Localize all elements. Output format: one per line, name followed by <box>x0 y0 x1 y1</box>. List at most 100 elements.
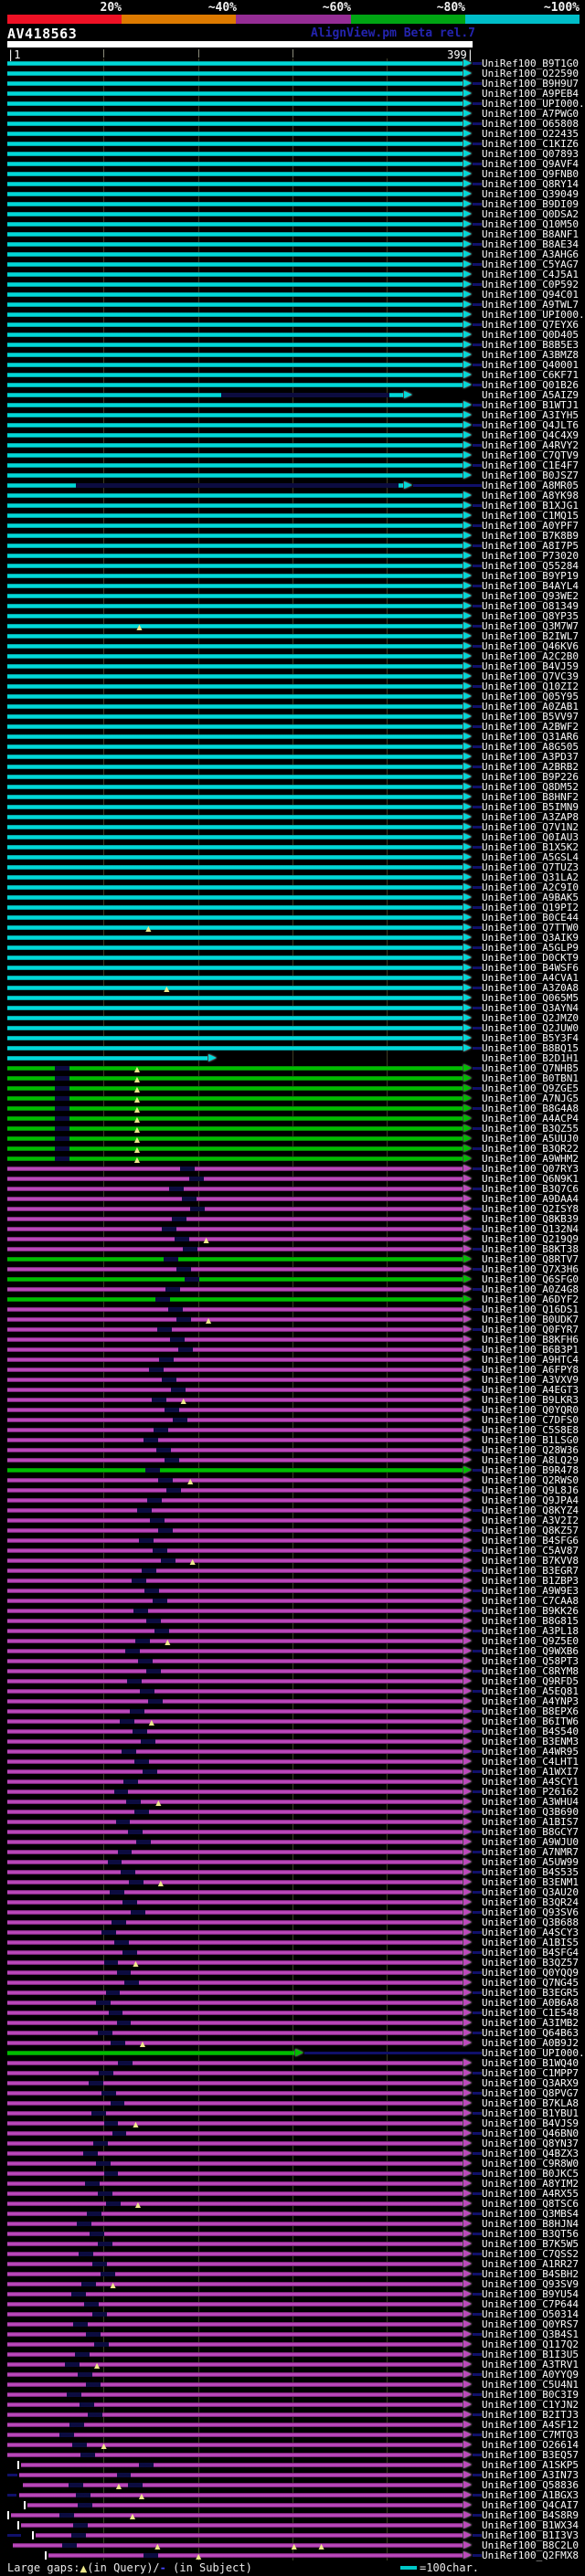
alignment-row[interactable]: UniRef100_Q58PT3 <box>0 1656 585 1666</box>
alignment-row[interactable]: UniRef100_A7NMR7 <box>0 1847 585 1857</box>
row-label[interactable]: UniRef100_B1WQ40 <box>482 2057 579 2069</box>
alignment-bar[interactable] <box>7 2443 463 2447</box>
row-label[interactable]: UniRef100_B3EQ57 <box>482 2449 579 2461</box>
alignment-row[interactable]: UniRef100_Q64B63 <box>0 2028 585 2038</box>
alignment-bar[interactable] <box>7 684 463 689</box>
alignment-bar[interactable] <box>7 805 463 809</box>
alignment-bar[interactable] <box>7 1187 463 1191</box>
row-label[interactable]: UniRef100_B4VJS9 <box>482 2117 579 2129</box>
alignment-row[interactable]: UniRef100_B9DI09 <box>0 199 585 209</box>
alignment-bar[interactable] <box>7 2342 463 2347</box>
row-label[interactable]: UniRef100_A5UUJ0 <box>482 1133 579 1145</box>
alignment-bar[interactable] <box>7 1800 463 1804</box>
row-label[interactable]: UniRef100_Q3AYN4 <box>482 1002 579 1014</box>
row-label[interactable]: UniRef100_A3BMZ8 <box>482 349 579 361</box>
row-label[interactable]: UniRef100_B4S540 <box>482 1726 579 1737</box>
alignment-bar[interactable] <box>7 1207 463 1211</box>
alignment-row[interactable]: UniRef100_A8YK98 <box>0 491 585 501</box>
alignment-bar[interactable] <box>7 1528 463 1533</box>
alignment-row[interactable]: UniRef100_Q065M5 <box>0 993 585 1003</box>
alignment-bar[interactable] <box>7 2151 463 2156</box>
row-label[interactable]: UniRef100_C4J5A1 <box>482 269 579 280</box>
alignment-row[interactable]: UniRef100_A4EGT3 <box>0 1385 585 1395</box>
row-label[interactable]: UniRef100_B4WSF6 <box>482 962 579 974</box>
row-label[interactable]: UniRef100_Q19PI2 <box>482 902 579 913</box>
alignment-row[interactable]: UniRef100_B8AE34 <box>0 239 585 249</box>
alignment-bar[interactable] <box>7 1086 463 1091</box>
alignment-row[interactable]: UniRef100_A0Z4G8 <box>0 1284 585 1294</box>
row-label[interactable]: UniRef100_A2BRB2 <box>482 761 579 773</box>
row-label[interactable]: UniRef100_A3TRV1 <box>482 2359 579 2370</box>
row-label[interactable]: UniRef100_B1YBU1 <box>482 2107 579 2119</box>
alignment-row[interactable]: UniRef100_UPI000.. <box>0 310 585 320</box>
alignment-row[interactable]: UniRef100_Q01B26 <box>0 380 585 390</box>
alignment-row[interactable]: UniRef100_B4S540 <box>0 1726 585 1737</box>
alignment-row[interactable]: UniRef100_B1WQ40 <box>0 2058 585 2068</box>
alignment-row[interactable]: UniRef100_Q3AIK9 <box>0 933 585 943</box>
alignment-row[interactable]: UniRef100_B5Y3F4 <box>0 1033 585 1043</box>
alignment-row[interactable]: UniRef100_B0JSZ7 <box>0 470 585 480</box>
alignment-bar[interactable] <box>7 121 463 126</box>
row-label[interactable]: UniRef100_Q8DM52 <box>482 781 579 793</box>
alignment-row[interactable]: UniRef100_A8G505 <box>0 742 585 752</box>
alignment-row[interactable]: UniRef100_A1SKP5 <box>0 2460 585 2470</box>
alignment-bar[interactable] <box>7 1297 463 1302</box>
alignment-bar[interactable] <box>7 2302 463 2307</box>
alignment-bar[interactable] <box>7 915 463 920</box>
row-label[interactable]: UniRef100_B5IMN9 <box>482 801 579 813</box>
row-label[interactable]: UniRef100_C5YAG7 <box>482 259 579 270</box>
row-label[interactable]: UniRef100_Q3AIK9 <box>482 932 579 944</box>
row-label[interactable]: UniRef100_A1BIS5 <box>482 1937 579 1948</box>
alignment-row[interactable]: ▲ UniRef100_A4ACP4 <box>0 1114 585 1124</box>
row-label[interactable]: UniRef100_P26162 <box>482 1786 579 1798</box>
alignment-bar[interactable] <box>7 252 463 257</box>
alignment-bar[interactable] <box>7 2352 463 2357</box>
alignment-row[interactable]: UniRef100_A3ZAP8 <box>0 812 585 822</box>
alignment-bar[interactable] <box>7 182 463 186</box>
row-label[interactable]: UniRef100_Q8YN37 <box>482 2138 579 2149</box>
alignment-row[interactable]: ▲ UniRef100_Q8TSC6 <box>0 2199 585 2209</box>
alignment-row[interactable]: UniRef100_A8YIM2 <box>0 2179 585 2189</box>
row-label[interactable]: UniRef100_Q8YP35 <box>482 610 579 622</box>
row-label[interactable]: UniRef100_A0Z4G8 <box>482 1283 579 1295</box>
alignment-row[interactable]: UniRef100_Q117Q2 <box>0 2339 585 2349</box>
row-label[interactable]: UniRef100_B0UDK7 <box>482 1314 579 1325</box>
alignment-row[interactable]: UniRef100_A8LQ29 <box>0 1455 585 1465</box>
alignment-row[interactable]: UniRef100_A8MR05 <box>0 480 585 491</box>
alignment-row[interactable]: UniRef100_A6DYF2 <box>0 1294 585 1304</box>
row-label[interactable]: UniRef100_B8KT38 <box>482 1243 579 1255</box>
alignment-bar[interactable] <box>7 393 404 397</box>
alignment-bar[interactable] <box>7 2392 463 2397</box>
alignment-row[interactable]: UniRef100_Q0D405 <box>0 330 585 340</box>
alignment-bar[interactable] <box>7 765 463 769</box>
row-label[interactable]: UniRef100_Q0YQQ9 <box>482 1967 579 1979</box>
alignment-row[interactable]: UniRef100_A4SCY3 <box>0 1927 585 1937</box>
row-label[interactable]: UniRef100_Q7NG45 <box>482 1977 579 1989</box>
alignment-bar[interactable] <box>7 1960 463 1965</box>
row-label[interactable]: UniRef100_B8G815 <box>482 1615 579 1627</box>
row-label[interactable]: UniRef100_A3IYH5 <box>482 409 579 421</box>
alignment-row[interactable]: UniRef100_A9BAK5 <box>0 892 585 903</box>
alignment-bar[interactable] <box>7 1247 463 1251</box>
alignment-bar[interactable] <box>7 1659 463 1663</box>
alignment-row[interactable]: UniRef100_A3IMB2 <box>0 2018 585 2028</box>
row-label[interactable]: UniRef100_Q8RY14 <box>482 178 579 190</box>
alignment-row[interactable]: UniRef100_Q8RY14 <box>0 179 585 189</box>
alignment-bar[interactable] <box>7 1890 463 1895</box>
alignment-row[interactable]: UniRef100_B7K5W5 <box>0 2239 585 2249</box>
alignment-bar[interactable] <box>7 2423 463 2427</box>
alignment-bar[interactable] <box>7 2011 463 2015</box>
row-label[interactable]: UniRef100_B3ENM3 <box>482 1736 579 1747</box>
alignment-bar[interactable] <box>7 2031 463 2035</box>
alignment-bar[interactable] <box>7 845 463 850</box>
alignment-row[interactable]: UniRef100_A1RR27 <box>0 2259 585 2269</box>
alignment-bar[interactable] <box>7 1679 463 1684</box>
alignment-row[interactable]: UniRef100_UPI000.. <box>0 2048 585 2058</box>
alignment-row[interactable]: UniRef100_B1XJG1 <box>0 501 585 511</box>
alignment-bar[interactable] <box>7 2382 463 2387</box>
row-label[interactable]: UniRef100_Q16DS1 <box>482 1304 579 1315</box>
alignment-row[interactable]: UniRef100_A5GLP9 <box>0 943 585 953</box>
alignment-bar[interactable] <box>7 533 463 538</box>
alignment-bar[interactable] <box>7 755 463 759</box>
alignment-row[interactable]: UniRef100_B3ENM3 <box>0 1737 585 1747</box>
